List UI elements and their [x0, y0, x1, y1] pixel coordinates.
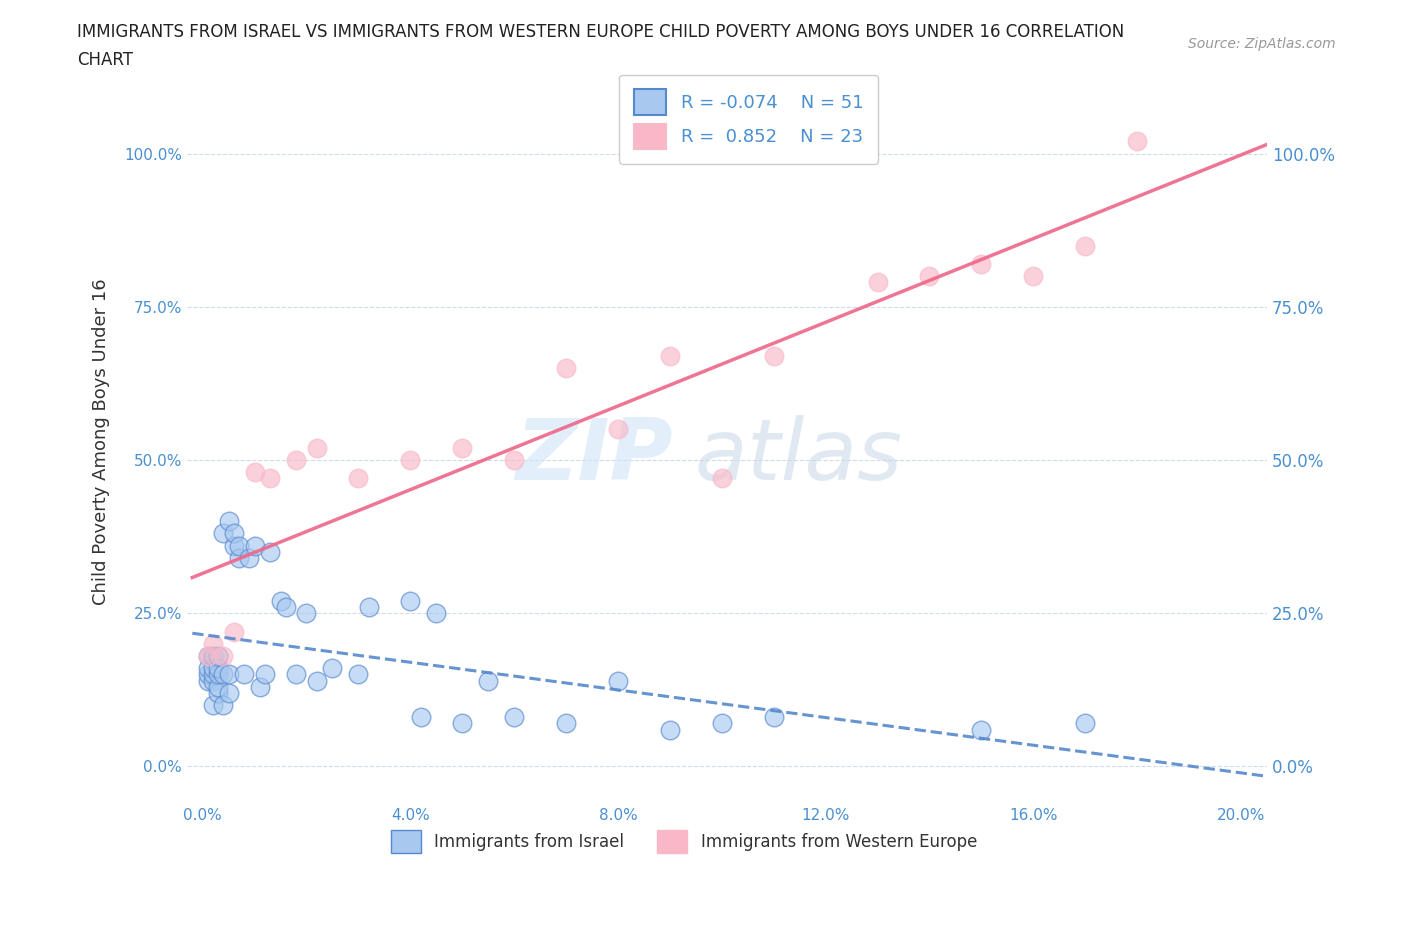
Point — [762, 710, 785, 724]
Point — [357, 600, 380, 615]
Point — [233, 667, 256, 682]
Point — [321, 661, 343, 676]
Point — [212, 698, 235, 712]
Point — [202, 698, 225, 712]
Point — [347, 471, 370, 485]
Point — [305, 440, 328, 455]
Point — [710, 716, 733, 731]
Point — [228, 551, 250, 565]
Point — [253, 667, 276, 682]
Point — [197, 667, 219, 682]
Point — [555, 716, 578, 731]
Point — [503, 710, 526, 724]
Point — [249, 679, 271, 694]
Point — [918, 269, 941, 284]
Point — [207, 661, 229, 676]
Point — [1074, 238, 1097, 253]
Point — [399, 453, 422, 468]
Point — [202, 673, 225, 688]
Point — [710, 471, 733, 485]
Point — [658, 349, 681, 364]
Point — [197, 648, 219, 663]
Point — [295, 605, 318, 620]
Text: atlas: atlas — [695, 415, 903, 498]
Point — [285, 453, 308, 468]
Point — [451, 716, 474, 731]
Text: Source: ZipAtlas.com: Source: ZipAtlas.com — [1188, 37, 1336, 51]
Text: IMMIGRANTS FROM ISRAEL VS IMMIGRANTS FROM WESTERN EUROPE CHILD POVERTY AMONG BOY: IMMIGRANTS FROM ISRAEL VS IMMIGRANTS FRO… — [77, 23, 1125, 41]
Point — [202, 636, 225, 651]
Point — [243, 465, 266, 480]
Point — [305, 673, 328, 688]
Point — [607, 673, 630, 688]
Point — [243, 538, 266, 553]
Point — [477, 673, 499, 688]
Point — [218, 667, 240, 682]
Point — [607, 422, 630, 437]
Point — [207, 679, 229, 694]
Point — [202, 648, 225, 663]
Point — [658, 722, 681, 737]
Point — [197, 648, 219, 663]
Point — [762, 349, 785, 364]
Point — [212, 667, 235, 682]
Point — [347, 667, 370, 682]
Point — [1022, 269, 1045, 284]
Point — [207, 685, 229, 700]
Point — [274, 600, 297, 615]
Point — [218, 513, 240, 528]
Point — [866, 275, 889, 290]
Point — [207, 648, 229, 663]
Text: CHART: CHART — [77, 51, 134, 69]
Point — [270, 593, 292, 608]
Point — [399, 593, 422, 608]
Point — [197, 673, 219, 688]
Point — [970, 722, 993, 737]
Point — [259, 544, 281, 559]
Point — [285, 667, 308, 682]
Point — [1126, 134, 1149, 149]
Point — [425, 605, 447, 620]
Point — [202, 667, 225, 682]
Point — [503, 453, 526, 468]
Point — [212, 648, 235, 663]
Point — [197, 661, 219, 676]
Point — [1074, 716, 1097, 731]
Point — [222, 526, 245, 541]
Point — [218, 685, 240, 700]
Point — [207, 667, 229, 682]
Point — [222, 538, 245, 553]
Legend: Immigrants from Israel, Immigrants from Western Europe: Immigrants from Israel, Immigrants from … — [384, 823, 984, 860]
Point — [555, 361, 578, 376]
Point — [212, 526, 235, 541]
Point — [451, 440, 474, 455]
Point — [228, 538, 250, 553]
Text: ZIP: ZIP — [516, 415, 673, 498]
Y-axis label: Child Poverty Among Boys Under 16: Child Poverty Among Boys Under 16 — [93, 278, 110, 604]
Point — [238, 551, 260, 565]
Point — [259, 471, 281, 485]
Point — [970, 257, 993, 272]
Point — [222, 624, 245, 639]
Point — [202, 661, 225, 676]
Point — [409, 710, 432, 724]
